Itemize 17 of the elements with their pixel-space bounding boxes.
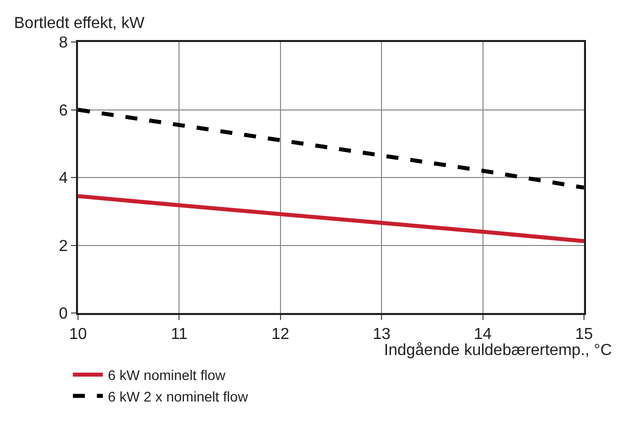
line-series bbox=[78, 108, 584, 190]
x-tick-label: 12 bbox=[272, 326, 290, 344]
x-tick-label: 14 bbox=[474, 326, 492, 344]
y-axis-title: Bortledt effekt, kW bbox=[14, 15, 146, 32]
x-tick-label: 15 bbox=[575, 326, 593, 344]
y-tick-label: 2 bbox=[58, 238, 68, 255]
x-tick-label: 10 bbox=[69, 326, 87, 344]
x-tick-label: 11 bbox=[170, 326, 188, 344]
legend-label: 6 kW 2 x nominelt flow bbox=[108, 388, 249, 404]
y-tick-label: 6 bbox=[58, 102, 68, 120]
y-tick-label: 8 bbox=[58, 34, 68, 52]
line-series bbox=[78, 194, 584, 244]
y-tick-label: 0 bbox=[58, 306, 68, 323]
legend-label: 6 kW nominelt flow bbox=[108, 367, 226, 384]
x-axis-title: Indgående kuldebærertemp., °C bbox=[384, 342, 612, 359]
y-tick-label: 4 bbox=[58, 170, 68, 188]
x-tick-label: 13 bbox=[372, 326, 391, 344]
